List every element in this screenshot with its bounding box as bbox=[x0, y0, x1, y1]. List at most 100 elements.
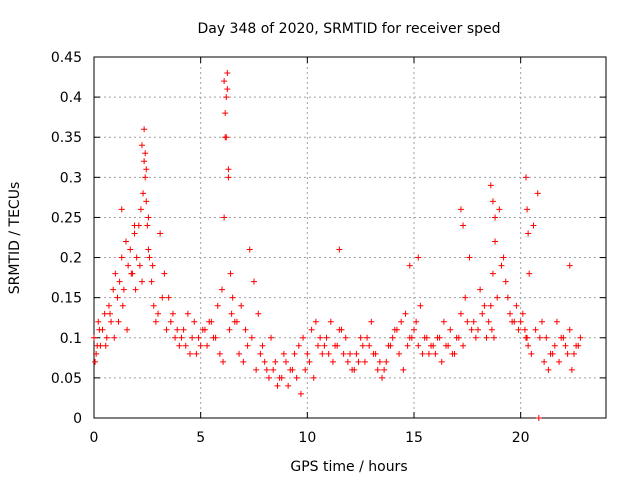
data-point bbox=[379, 374, 385, 381]
data-point bbox=[176, 342, 183, 349]
data-point bbox=[530, 222, 537, 229]
data-point bbox=[193, 350, 200, 357]
data-point bbox=[101, 310, 108, 317]
data-point bbox=[488, 326, 495, 333]
data-point bbox=[355, 358, 362, 365]
data-point bbox=[340, 350, 347, 357]
data-point bbox=[226, 326, 233, 333]
data-point bbox=[131, 222, 138, 229]
data-point bbox=[317, 334, 324, 341]
y-tick-label: 0.35 bbox=[51, 130, 82, 146]
data-point bbox=[263, 366, 270, 373]
data-point bbox=[528, 350, 535, 357]
data-point bbox=[225, 174, 232, 181]
data-point bbox=[417, 302, 424, 309]
data-point bbox=[494, 294, 501, 301]
data-point bbox=[195, 334, 202, 341]
data-point bbox=[391, 326, 398, 333]
data-point bbox=[457, 206, 464, 213]
data-point bbox=[477, 286, 484, 293]
data-point bbox=[140, 190, 147, 197]
data-point bbox=[402, 310, 409, 317]
data-point bbox=[539, 318, 545, 325]
data-point bbox=[145, 214, 152, 221]
data-point bbox=[274, 382, 281, 389]
data-point bbox=[327, 318, 334, 325]
data-point bbox=[543, 334, 550, 341]
data-point bbox=[457, 310, 464, 317]
plot-frame bbox=[93, 56, 607, 419]
data-point bbox=[184, 310, 191, 317]
data-point bbox=[577, 334, 584, 341]
data-point bbox=[364, 334, 371, 341]
y-tick-label: 0.15 bbox=[51, 291, 82, 307]
y-tick-label: 0.05 bbox=[51, 371, 82, 387]
data-point bbox=[344, 358, 351, 365]
data-point bbox=[127, 246, 134, 253]
y-tick-label: 0.45 bbox=[51, 50, 82, 66]
x-axis-label: GPS time / hours bbox=[290, 459, 407, 475]
data-point bbox=[163, 326, 170, 333]
data-point bbox=[359, 342, 366, 349]
data-point bbox=[229, 294, 236, 301]
y-tick-label: 0.1 bbox=[60, 331, 82, 347]
data-point bbox=[180, 326, 187, 333]
axis-ticks: 0 5 10 15 20 0 0.05 0.1 0.15 0.2 0.25 0.3 0.35 0.4 0.4… bbox=[51, 50, 606, 446]
data-point bbox=[525, 342, 532, 349]
data-point bbox=[137, 206, 144, 213]
data-point bbox=[387, 342, 394, 349]
data-point bbox=[240, 358, 247, 365]
data-point bbox=[253, 366, 260, 373]
y-tick-label: 0.3 bbox=[60, 170, 82, 186]
data-point bbox=[214, 302, 221, 309]
data-point bbox=[155, 310, 161, 317]
data-point bbox=[535, 415, 542, 421]
data-point bbox=[148, 278, 155, 285]
data-point bbox=[297, 390, 304, 397]
data-point bbox=[440, 318, 447, 325]
data-point bbox=[157, 230, 164, 237]
data-point bbox=[295, 342, 302, 349]
data-point bbox=[111, 334, 118, 341]
data-point bbox=[425, 350, 432, 357]
x-tick-label: 10 bbox=[298, 430, 316, 446]
data-point bbox=[532, 326, 539, 333]
data-point bbox=[336, 326, 343, 333]
data-point bbox=[526, 270, 533, 277]
data-point bbox=[169, 310, 176, 317]
data-point bbox=[257, 350, 264, 357]
data-point bbox=[483, 334, 490, 341]
data-point bbox=[161, 270, 168, 277]
data-point bbox=[361, 358, 368, 365]
data-point bbox=[336, 246, 343, 253]
data-point bbox=[415, 342, 422, 349]
data-point bbox=[404, 342, 411, 349]
data-point bbox=[443, 342, 449, 349]
data-point bbox=[406, 262, 413, 269]
data-point bbox=[224, 86, 231, 93]
data-point bbox=[504, 294, 511, 301]
data-point bbox=[143, 166, 150, 173]
data-point bbox=[221, 214, 228, 221]
data-point bbox=[223, 134, 230, 141]
data-point bbox=[523, 174, 529, 181]
data-point bbox=[270, 366, 277, 373]
data-point bbox=[128, 270, 135, 277]
y-tick-label: 0 bbox=[73, 411, 82, 427]
data-point bbox=[536, 334, 543, 341]
data-point bbox=[408, 334, 415, 341]
data-point bbox=[233, 318, 240, 325]
data-point bbox=[460, 222, 467, 229]
data-point bbox=[489, 198, 496, 205]
data-point bbox=[342, 334, 349, 341]
data-point bbox=[487, 302, 494, 309]
data-point bbox=[575, 342, 582, 349]
data-point bbox=[525, 230, 532, 237]
y-tick-label: 0.4 bbox=[60, 90, 82, 106]
data-point bbox=[92, 358, 99, 365]
data-point bbox=[145, 246, 152, 253]
data-point bbox=[152, 318, 159, 325]
data-point bbox=[553, 318, 560, 325]
x-tick-label: 20 bbox=[512, 430, 530, 446]
